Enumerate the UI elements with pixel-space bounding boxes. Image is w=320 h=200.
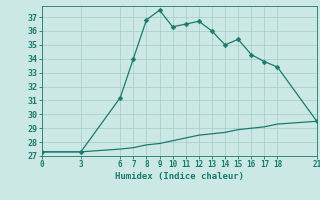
- X-axis label: Humidex (Indice chaleur): Humidex (Indice chaleur): [115, 172, 244, 181]
